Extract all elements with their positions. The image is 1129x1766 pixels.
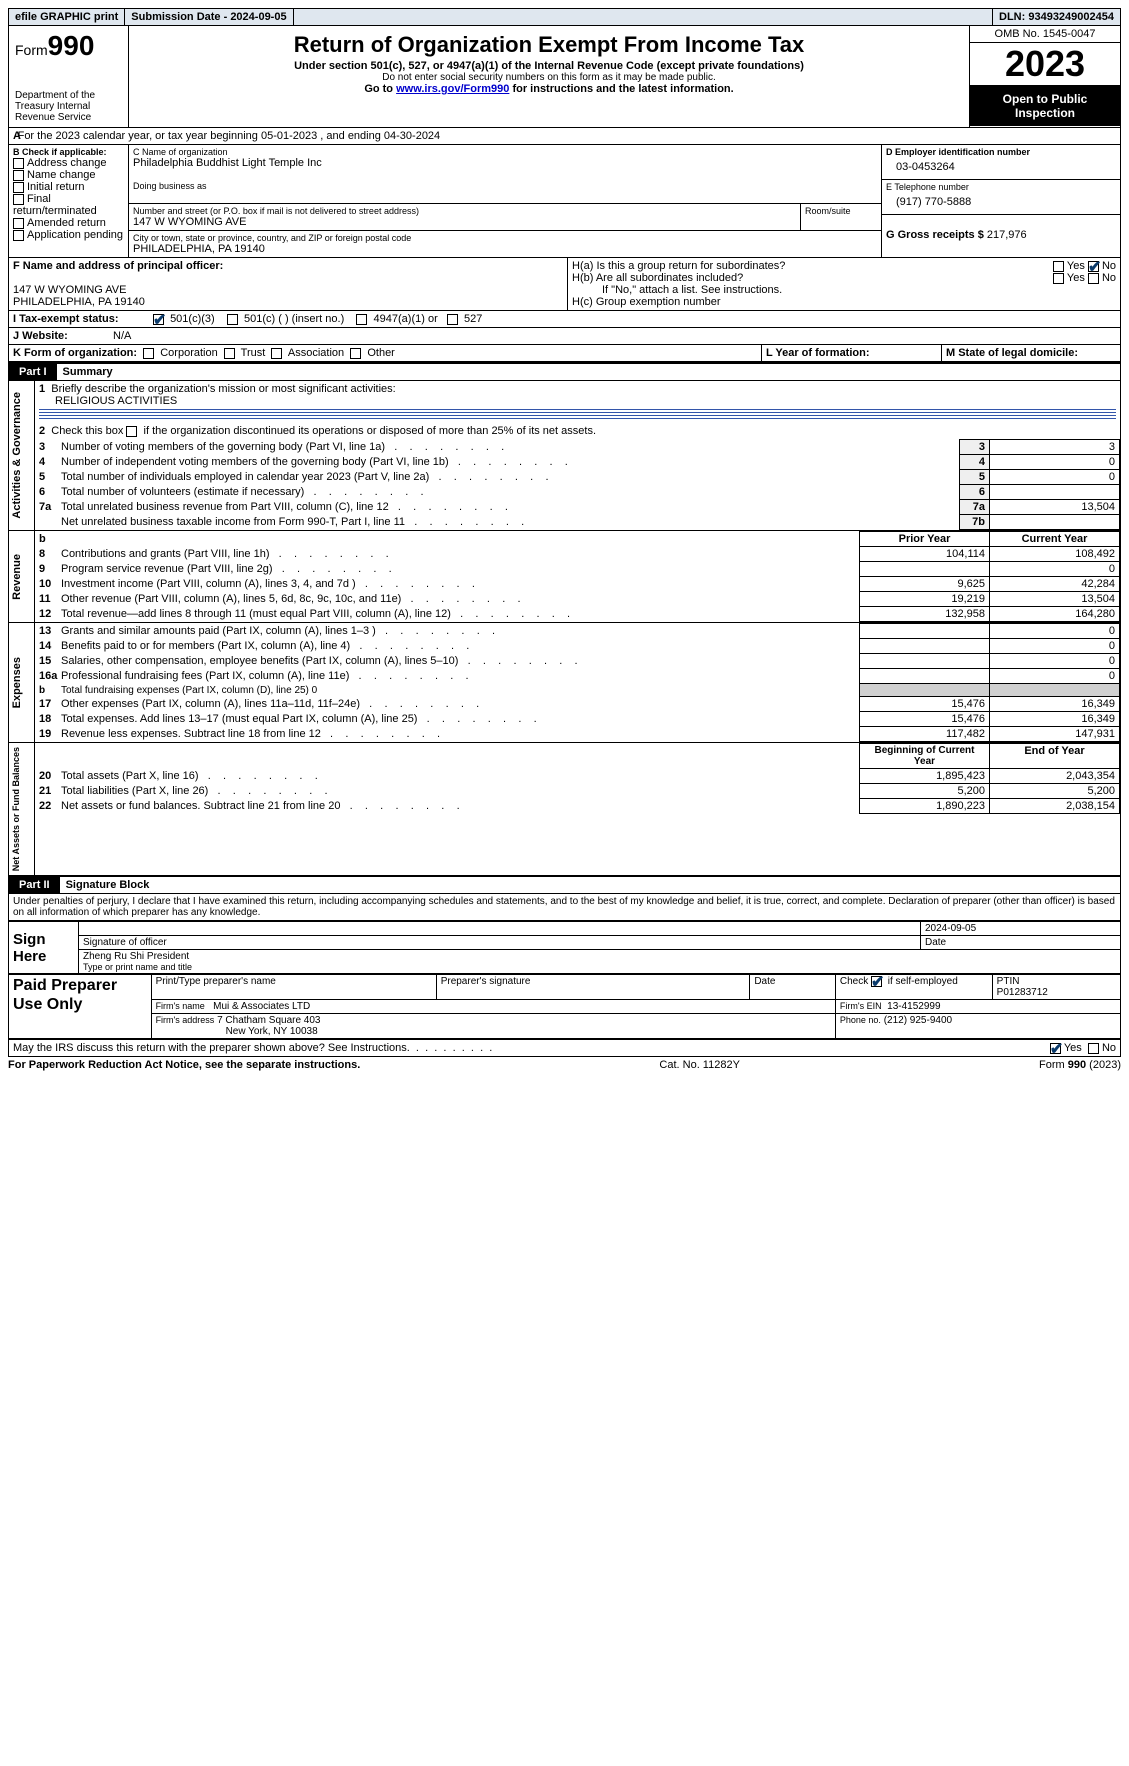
box-deg: D Employer identification number 03-0453… <box>881 145 1121 258</box>
expense-row: 14Benefits paid to or for members (Part … <box>35 639 1120 654</box>
gov-row: 5Total number of individuals employed in… <box>35 470 1120 485</box>
expense-row: 16aProfessional fundraising fees (Part I… <box>35 669 1120 684</box>
netassets-row: 20Total assets (Part X, line 16) 1,895,4… <box>35 769 1120 784</box>
line-a: A For the 2023 calendar year, or tax yea… <box>8 127 1121 145</box>
ptin: P01283712 <box>997 987 1048 998</box>
officer-addr1: 147 W WYOMING AVE <box>13 284 563 296</box>
declaration: Under penalties of perjury, I declare th… <box>8 894 1121 921</box>
subtitle-1: Under section 501(c), 527, or 4947(a)(1)… <box>133 60 965 72</box>
gov-table: 3Number of voting members of the governi… <box>35 439 1120 530</box>
preparer-block: Paid Preparer Use Only Print/Type prepar… <box>8 974 1121 1039</box>
revenue-row: 12Total revenue—add lines 8 through 11 (… <box>35 607 1120 622</box>
firm-ein: 13-4152999 <box>887 1001 940 1012</box>
gov-row: 4Number of independent voting members of… <box>35 455 1120 470</box>
revenue-row: 10Investment income (Part VIII, column (… <box>35 577 1120 592</box>
ein: 03-0453264 <box>886 157 1116 177</box>
box-i: I Tax-exempt status: 501(c)(3) 501(c) ( … <box>8 311 1121 328</box>
officer-addr2: PHILADELPHIA, PA 19140 <box>13 296 563 308</box>
hb-no-checkbox[interactable] <box>1088 273 1099 284</box>
gov-row: 6Total number of volunteers (estimate if… <box>35 485 1120 500</box>
netassets-block: Net Assets or Fund Balances Beginning of… <box>8 743 1121 876</box>
fh-block: F Name and address of principal officer:… <box>8 258 1121 311</box>
expense-row: 15Salaries, other compensation, employee… <box>35 654 1120 669</box>
preparer-phone: (212) 925-9400 <box>884 1015 952 1026</box>
firm-name: Mui & Associates LTD <box>213 1001 310 1012</box>
expense-row: 13Grants and similar amounts paid (Part … <box>35 624 1120 639</box>
expenses-table: 13Grants and similar amounts paid (Part … <box>35 623 1120 742</box>
omb-number: OMB No. 1545-0047 <box>970 26 1120 43</box>
boxb-item: Initial return <box>13 181 124 193</box>
dept-label: Department of the Treasury Internal Reve… <box>15 90 122 123</box>
org-name: Philadelphia Buddhist Light Temple Inc <box>133 157 877 169</box>
discuss-no-checkbox[interactable] <box>1088 1043 1099 1054</box>
org-city: PHILADELPHIA, PA 19140 <box>133 243 877 255</box>
top-info-block: B Check if applicable: Address changeNam… <box>8 145 1121 258</box>
4947-checkbox[interactable] <box>356 314 367 325</box>
gov-row: Net unrelated business taxable income fr… <box>35 515 1120 530</box>
efile-label: efile GRAPHIC print <box>9 9 125 25</box>
501c-checkbox[interactable] <box>227 314 238 325</box>
revenue-row: 8Contributions and grants (Part VIII, li… <box>35 547 1120 562</box>
top-bar: efile GRAPHIC print Submission Date - 20… <box>8 8 1121 26</box>
box-b: B Check if applicable: Address changeNam… <box>8 145 128 258</box>
501c3-checkbox[interactable] <box>153 314 164 325</box>
sign-date: 2024-09-05 <box>921 922 1121 936</box>
part2-header: Part II Signature Block <box>8 876 1121 894</box>
dln: DLN: 93493249002454 <box>992 9 1120 25</box>
gov-row: 3Number of voting members of the governi… <box>35 440 1120 455</box>
expense-row: 19Revenue less expenses. Subtract line 1… <box>35 727 1120 742</box>
box-j: J Website: N/A <box>8 328 1121 345</box>
form-header: Form990 Department of the Treasury Inter… <box>8 26 1121 127</box>
part1-header: Part I Summary <box>8 362 1121 381</box>
form-number: Form990 <box>15 30 122 62</box>
ha-yes-checkbox[interactable] <box>1053 261 1064 272</box>
boxb-item: Amended return <box>13 217 124 229</box>
officer-name: Zheng Ru Shi President <box>83 951 1116 962</box>
boxb-item: Name change <box>13 169 124 181</box>
netassets-row: 21Total liabilities (Part X, line 26) 5,… <box>35 784 1120 799</box>
527-checkbox[interactable] <box>447 314 458 325</box>
boxb-item: Final return/terminated <box>13 193 124 217</box>
sign-here-block: Sign Here 2024-09-05 Signature of office… <box>8 921 1121 974</box>
phone: (917) 770-5888 <box>886 192 1116 212</box>
tax-year: 2023 <box>970 43 1120 86</box>
org-street: 147 W WYOMING AVE <box>133 216 796 228</box>
revenue-block: Revenue b Prior Year Current Year 8Contr… <box>8 531 1121 623</box>
gross-receipts: 217,976 <box>987 229 1027 241</box>
form-title: Return of Organization Exempt From Incom… <box>133 32 965 58</box>
netassets-row: 22Net assets or fund balances. Subtract … <box>35 799 1120 814</box>
netassets-table: Beginning of Current Year End of Year 20… <box>35 743 1120 814</box>
box-h: H(a) Is this a group return for subordin… <box>568 258 1121 311</box>
boxb-item: Address change <box>13 157 124 169</box>
part1-body: Activities & Governance 1 Briefly descri… <box>8 381 1121 531</box>
box-f: F Name and address of principal officer:… <box>8 258 568 311</box>
discontinued-checkbox[interactable] <box>126 426 137 437</box>
klm-row: K Form of organization: Corporation Trus… <box>8 345 1121 362</box>
self-employed-checkbox[interactable] <box>871 976 882 987</box>
open-inspection: Open to Public Inspection <box>970 86 1120 126</box>
expenses-block: Expenses 13Grants and similar amounts pa… <box>8 623 1121 743</box>
page-footer: For Paperwork Reduction Act Notice, see … <box>8 1057 1121 1071</box>
expense-row: 18Total expenses. Add lines 13–17 (must … <box>35 712 1120 727</box>
submission-date: Submission Date - 2024-09-05 <box>125 9 293 25</box>
discuss-yes-checkbox[interactable] <box>1050 1043 1061 1054</box>
hb-yes-checkbox[interactable] <box>1053 273 1064 284</box>
subtitle-3: Go to www.irs.gov/Form990 for instructio… <box>133 83 965 95</box>
revenue-table: b Prior Year Current Year 8Contributions… <box>35 531 1120 622</box>
subtitle-2: Do not enter social security numbers on … <box>133 72 965 83</box>
revenue-row: 9Program service revenue (Part VIII, lin… <box>35 562 1120 577</box>
website: N/A <box>113 330 131 342</box>
boxb-item: Application pending <box>13 229 124 241</box>
mission: RELIGIOUS ACTIVITIES <box>39 395 177 407</box>
expense-row: 17Other expenses (Part IX, column (A), l… <box>35 697 1120 712</box>
expense-row: bTotal fundraising expenses (Part IX, co… <box>35 684 1120 697</box>
irs-link[interactable]: www.irs.gov/Form990 <box>396 83 509 95</box>
gov-row: 7aTotal unrelated business revenue from … <box>35 500 1120 515</box>
ha-no-checkbox[interactable] <box>1088 261 1099 272</box>
discuss-row: May the IRS discuss this return with the… <box>8 1039 1121 1057</box>
revenue-row: 11Other revenue (Part VIII, column (A), … <box>35 592 1120 607</box>
box-c: C Name of organization Philadelphia Budd… <box>128 145 881 258</box>
